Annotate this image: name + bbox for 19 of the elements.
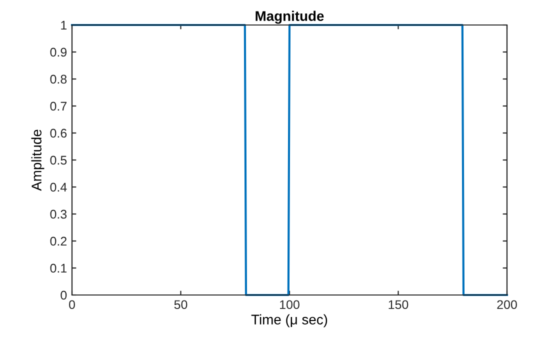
y-axis-title: Amplitude bbox=[31, 130, 44, 191]
y-tick-label: 1 bbox=[61, 20, 67, 30]
x-tick-label: 0 bbox=[69, 300, 75, 310]
y-tick-label: 0 bbox=[60, 290, 67, 300]
x-tick-label: 100 bbox=[280, 300, 300, 310]
y-tick-label: 0.9 bbox=[50, 48, 67, 57]
y-tick-label: 0.7 bbox=[50, 102, 67, 111]
x-axis-title: Time (μ sec) bbox=[251, 314, 328, 328]
y-tick-label: 0.3 bbox=[50, 210, 67, 219]
y-tick-label: 0.4 bbox=[50, 182, 67, 192]
y-tick-label: 0.2 bbox=[50, 236, 67, 246]
y-tick-label: 0.5 bbox=[50, 156, 67, 165]
y-tick-label: 0.8 bbox=[50, 74, 67, 84]
chart-title: Magnitude bbox=[256, 10, 324, 24]
y-tick-label: 0.1 bbox=[50, 264, 67, 273]
x-tick-label: 50 bbox=[174, 300, 188, 310]
x-tick-label: 200 bbox=[497, 300, 517, 310]
y-tick-label: 0.6 bbox=[50, 128, 67, 138]
x-tick-label: 150 bbox=[388, 300, 408, 310]
